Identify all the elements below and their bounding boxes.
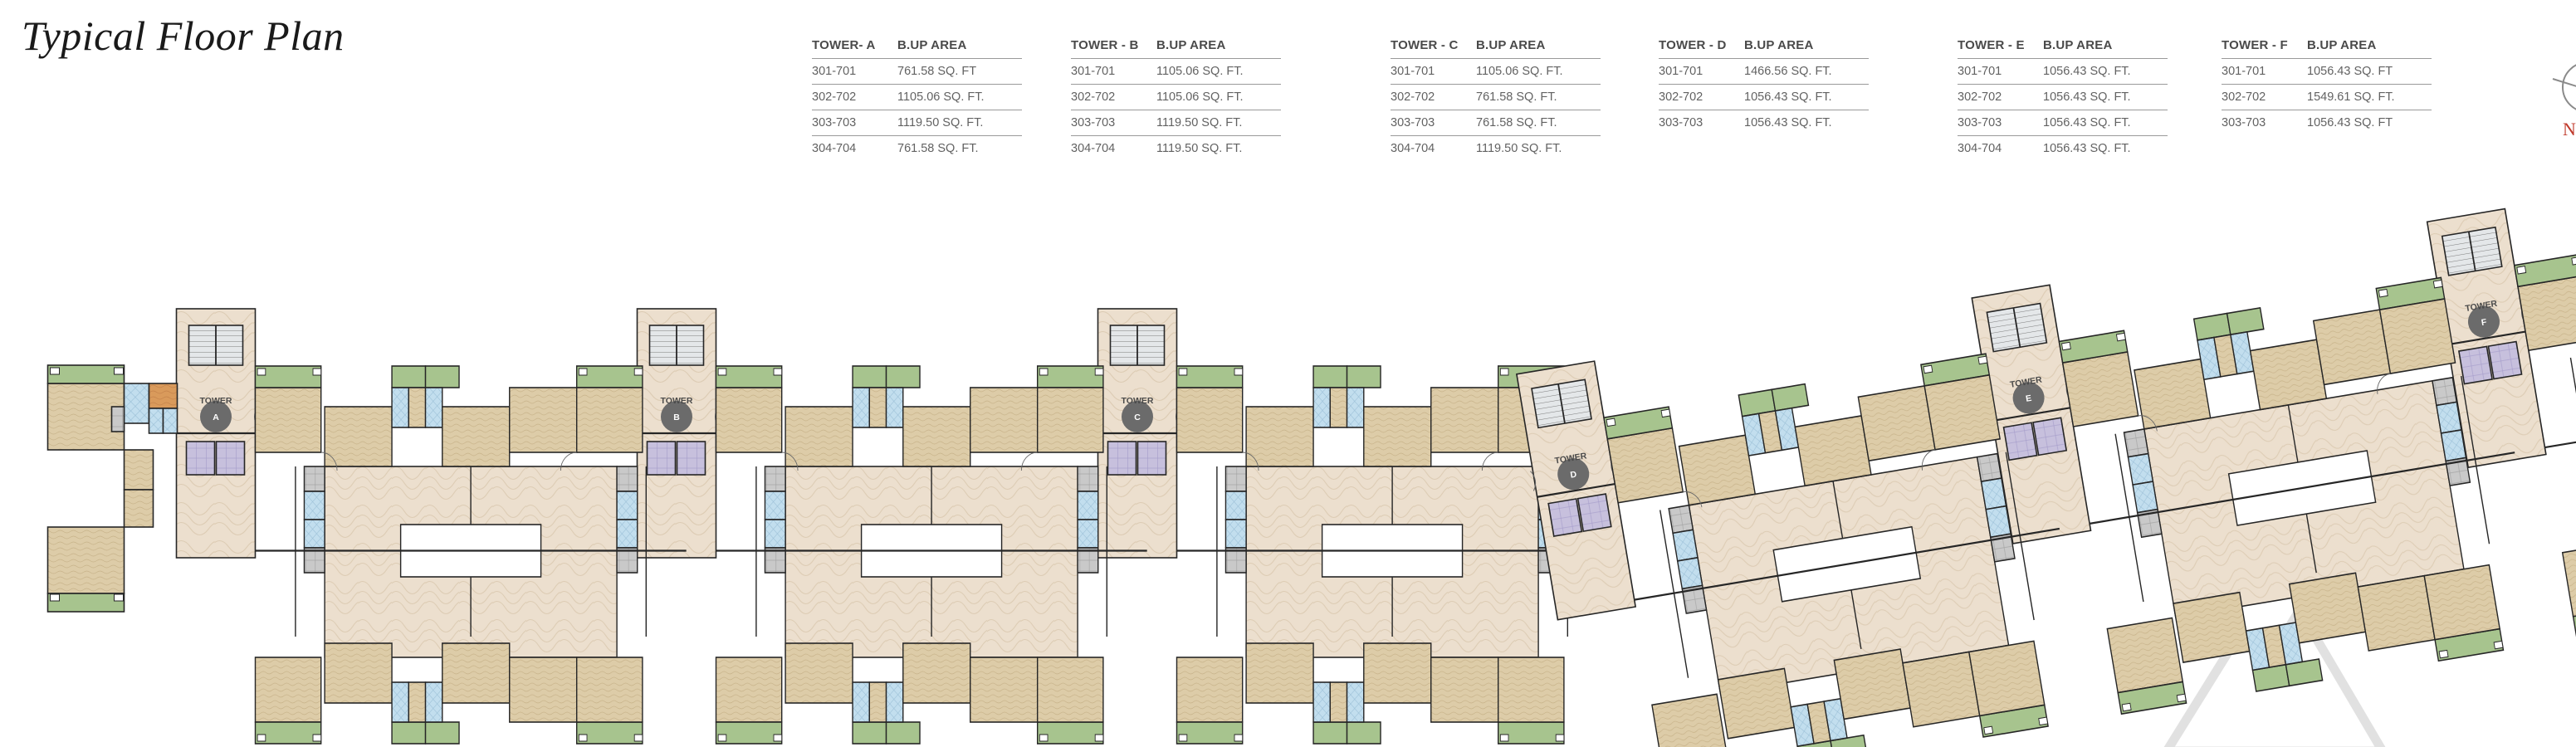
svg-text:A: A — [213, 413, 219, 422]
svg-text:N: N — [2563, 119, 2576, 139]
svg-text:TOWER: TOWER — [661, 396, 693, 406]
svg-text:TOWER: TOWER — [200, 396, 232, 406]
svg-text:C: C — [1134, 413, 1141, 422]
svg-text:TOWER: TOWER — [1122, 396, 1154, 406]
svg-text:B: B — [673, 413, 680, 422]
